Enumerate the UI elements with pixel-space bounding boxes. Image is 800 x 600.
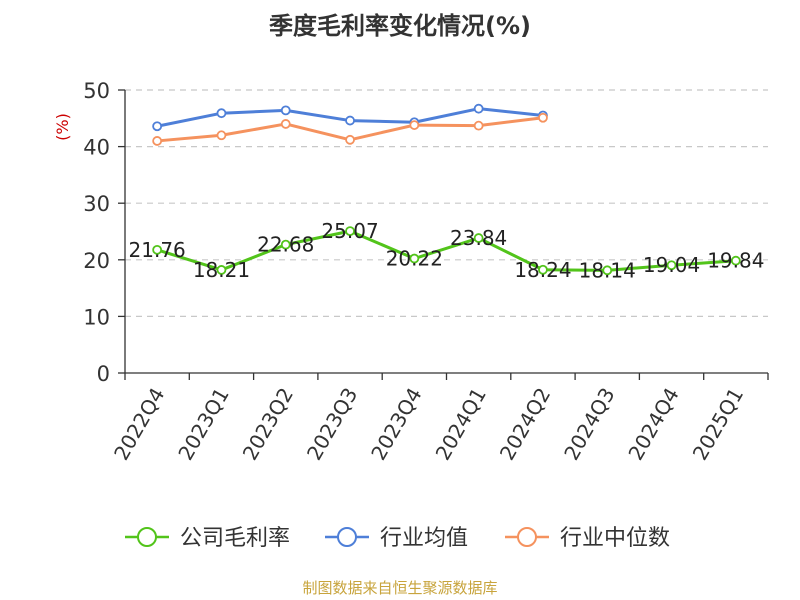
- y-tick-label: 30: [83, 192, 110, 216]
- series-industry-mean: [152, 103, 548, 132]
- data-point: [152, 136, 163, 146]
- data-point: [280, 119, 291, 129]
- x-tick-label: 2023Q1: [173, 384, 233, 465]
- data-point: [152, 121, 163, 132]
- data-label: 22.68: [257, 233, 314, 257]
- data-point: [409, 120, 420, 130]
- data-label: 19.84: [707, 249, 764, 273]
- data-point: [473, 233, 484, 243]
- data-label: 18.21: [193, 258, 250, 282]
- x-tick-label: 2023Q4: [366, 384, 426, 465]
- data-point: [280, 239, 291, 250]
- x-tick-label: 2024Q4: [623, 384, 683, 465]
- x-tick-label: 2022Q4: [109, 384, 169, 465]
- legend-item: 公司毛利率: [125, 526, 290, 551]
- series-line: [156, 229, 736, 272]
- legend-marker: [137, 527, 157, 547]
- data-point: [538, 112, 548, 123]
- legend-label: 行业均值: [380, 526, 468, 551]
- data-label: 25.07: [321, 219, 378, 243]
- legend-item: 行业中位数: [505, 526, 670, 551]
- x-tick-label: 2023Q2: [238, 384, 298, 465]
- data-point: [602, 265, 613, 276]
- data-label: 21.76: [129, 238, 186, 262]
- y-tick-label: 20: [83, 249, 110, 273]
- series-company-margin: 21.76 18.21 22.68 25.07 20.22 23.84 18.24 18.14…: [129, 219, 765, 282]
- data-label: 19.04: [643, 253, 700, 277]
- x-tick-label: 2024Q3: [559, 384, 619, 465]
- data-point: [216, 265, 227, 275]
- data-label: 18.24: [514, 258, 571, 282]
- legend-marker: [517, 527, 537, 547]
- source-note: 制图数据来自恒生聚源数据库: [302, 579, 498, 597]
- x-tick-label: 2025Q1: [688, 384, 748, 465]
- data-label: 18.14: [579, 258, 636, 282]
- data-point: [409, 253, 420, 264]
- data-point: [730, 255, 741, 266]
- data-point: [345, 115, 355, 126]
- legend-label: 公司毛利率: [180, 526, 290, 551]
- data-point: [666, 260, 677, 271]
- data-point: [345, 134, 355, 145]
- y-tick-label: 10: [83, 305, 110, 329]
- data-point: [280, 105, 291, 116]
- data-point: [473, 103, 484, 114]
- series-industry-median: [152, 112, 548, 146]
- legend-marker: [337, 527, 357, 547]
- legend-item: 行业均值: [325, 526, 468, 551]
- legend-label: 行业中位数: [560, 526, 670, 551]
- data-point: [538, 264, 548, 275]
- x-tick-label: 2023Q3: [302, 384, 362, 465]
- data-point: [216, 130, 227, 141]
- data-point: [216, 108, 227, 119]
- data-point: [473, 120, 484, 131]
- y-tick-label: 40: [83, 136, 110, 160]
- chart-title: 季度毛利率变化情况(%): [269, 12, 531, 40]
- y-tick-label: 0: [97, 362, 110, 386]
- data-label: 23.84: [450, 226, 507, 250]
- data-point: [152, 244, 163, 255]
- y-tick-label: 50: [83, 79, 110, 103]
- y-axis-label: (%): [53, 113, 72, 141]
- x-tick-label: 2024Q1: [431, 384, 491, 465]
- data-point: [345, 226, 355, 237]
- x-tick-label: 2024Q2: [495, 384, 555, 465]
- data-label: 20.22: [386, 247, 443, 271]
